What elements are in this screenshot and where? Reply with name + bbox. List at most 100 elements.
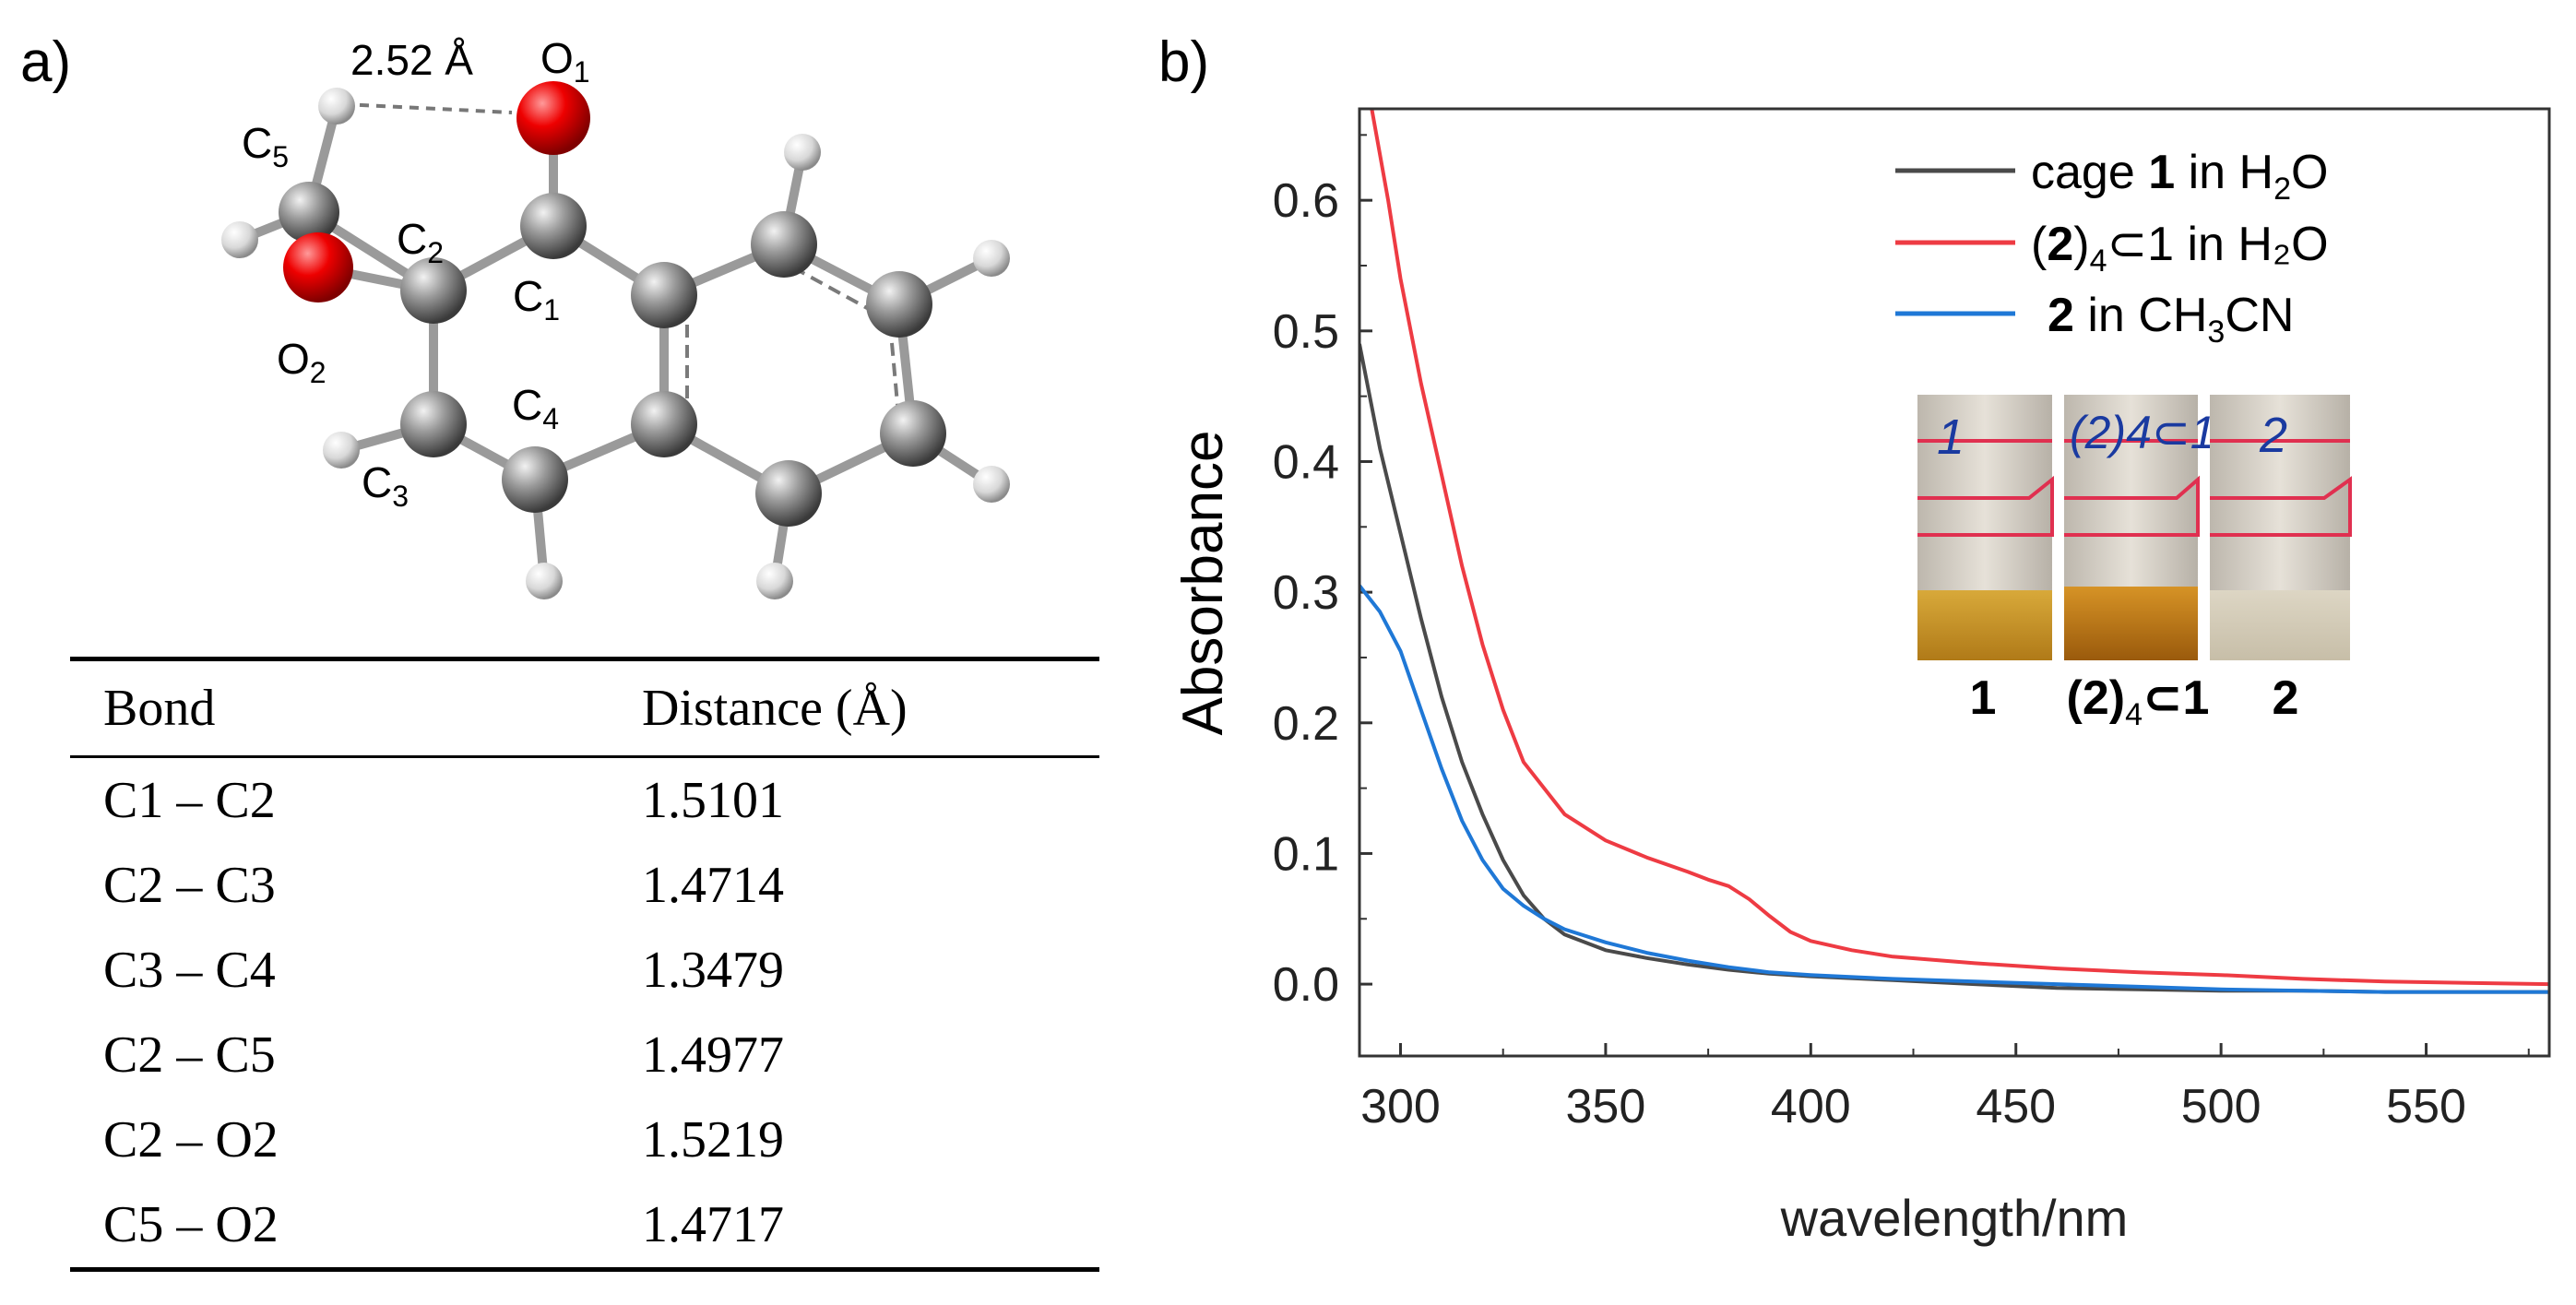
header-bond: Bond [103,680,216,737]
bond-distance-table: Bond Distance (Å) C1 – C2 1.5101 C2 – C3… [70,657,1099,1272]
x-tick-label: 400 [1771,1080,1851,1133]
table-row: C5 – O2 1.4717 [70,1182,1099,1267]
atom-label-c1: C1 [513,271,560,327]
vial-handwriting: 2 [2259,408,2287,463]
x-tick-label: 350 [1566,1080,1646,1133]
table-header-row: Bond Distance (Å) [70,661,1099,755]
vial-caption-2: 2 [2273,671,2299,725]
bond-cell: C2 – C3 [103,857,276,914]
vial-handwriting: (2)4⊂1 [2070,407,2216,458]
hydrogen-atom [221,221,258,258]
carbon-atom-c1 [520,193,587,259]
molecule-structure [221,81,1010,599]
legend-text: O [2291,146,2328,199]
atom-subscript: 1 [543,293,561,327]
panel-b-label: b) [1158,30,1210,94]
legend-text: CN [2225,289,2294,342]
legend-label-guest2: 2 in CH3CN [2048,289,2294,350]
atom-subscript: 2 [427,236,445,270]
atom-subscript: 2 [309,356,326,390]
x-tick-label: 500 [2181,1080,2261,1133]
vial-1: 1 [1917,395,2054,660]
legend: cage 1 in H2O (2)4⊂1 in H₂O 2 in CH3CN [1895,146,2329,350]
table-row: C2 – C3 1.4714 [70,843,1099,928]
table-row: C2 – O2 1.5219 [70,1097,1099,1182]
atom-label-c5: C5 [242,118,289,174]
y-tick-label: 0.3 [1273,566,1339,620]
y-axis-label: Absorbance [1171,431,1235,736]
vial-handwriting: 1 [1937,409,1965,465]
carbon-atom [880,400,946,467]
bond-cell: C5 – O2 [103,1196,279,1253]
hydrogen-atom [526,563,563,599]
y-tick-label: 0.2 [1273,697,1339,751]
y-tick-label: 0.1 [1273,827,1339,881]
series-line-complex [1369,109,2549,987]
hydrogen-bond-dashes [342,102,513,114]
header-distance: Distance (Å) [642,680,908,737]
caption-text: ⊂1 [2143,671,2210,725]
distance-cell: 1.4717 [642,1196,784,1253]
bond-cell: C2 – C5 [103,1026,276,1084]
vial-3: 2 [2210,395,2352,660]
hydrogen-atom [784,134,821,171]
legend-label-complex: (2)4⊂1 in H₂O [2031,218,2329,279]
atom-element: C [513,272,544,320]
series-lines [1359,109,2549,994]
legend-text: cage [2031,146,2148,199]
legend-label-cage1: cage 1 in H2O [2031,146,2328,207]
atom-label-c4: C4 [512,380,559,436]
distance-cell: 1.4977 [642,1026,784,1084]
legend-text: ⊂1 in H₂O [2107,218,2329,271]
legend-bold: 2 [2048,289,2074,342]
y-tick-label: 0.5 [1273,305,1339,359]
atom-element: C [397,215,428,263]
legend-text: ( [2031,218,2048,271]
x-tick-label: 450 [1976,1080,2056,1133]
vial-photo-inset: 1 (2)4⊂1 2 [1917,395,2352,660]
atom-label-c2: C2 [397,214,444,270]
hydrogen-atom [323,432,360,469]
atom-element: C [362,458,393,506]
atom-subscript: 5 [272,140,290,174]
hydrogen-atom [318,88,355,125]
atom-subscript: 3 [392,480,410,514]
atom-label-c3: C3 [362,457,409,514]
caption-text: (2) [2067,671,2126,725]
legend-subscript: 3 [2207,314,2225,350]
vial-caption-1: 1 [1970,671,1997,725]
table-row: C1 – C2 1.5101 [70,758,1099,843]
carbon-atom-c5 [279,182,339,243]
oxygen-atom-o2 [283,232,353,303]
carbon-atom-c4 [502,446,568,513]
carbon-atom [631,391,697,457]
atom-element: C [242,119,273,167]
axis-ticks: 300 350 400 450 500 550 0.0 0.1 0.2 0.3 0.4 0.5 0.6 [1273,134,2530,1133]
distance-cell: 1.5101 [642,772,784,829]
hydrogen-atom [756,563,793,599]
carbon-atom [751,211,817,278]
vial-caption-complex: (2)4⊂1 [2067,671,2210,732]
x-tick-label: 300 [1360,1080,1441,1133]
panel-a-label: a) [20,30,72,94]
table-bottom-rule [70,1267,1099,1272]
table-header-rule [70,755,1099,758]
legend-bold: 2 [2047,218,2073,271]
bond-cell: C3 – C4 [103,942,276,999]
legend-text: ) [2073,218,2089,271]
atom-element: O [277,335,310,383]
atom-subscript: 4 [542,402,560,436]
y-tick-label: 0.4 [1273,435,1339,489]
legend-subscript: 2 [2273,172,2291,207]
plot-frame [1358,107,2551,1058]
atoms [221,81,1010,599]
atom-element: O [540,34,574,82]
series-line-guest2 [1359,584,2549,994]
vial-2: (2)4⊂1 [2064,395,2216,660]
legend-subscript: 4 [2090,243,2107,279]
caption-subscript: 4 [2125,697,2143,732]
table-row: C2 – C5 1.4977 [70,1013,1099,1097]
atom-element: C [512,381,543,429]
distance-cell: 1.4714 [642,857,784,914]
